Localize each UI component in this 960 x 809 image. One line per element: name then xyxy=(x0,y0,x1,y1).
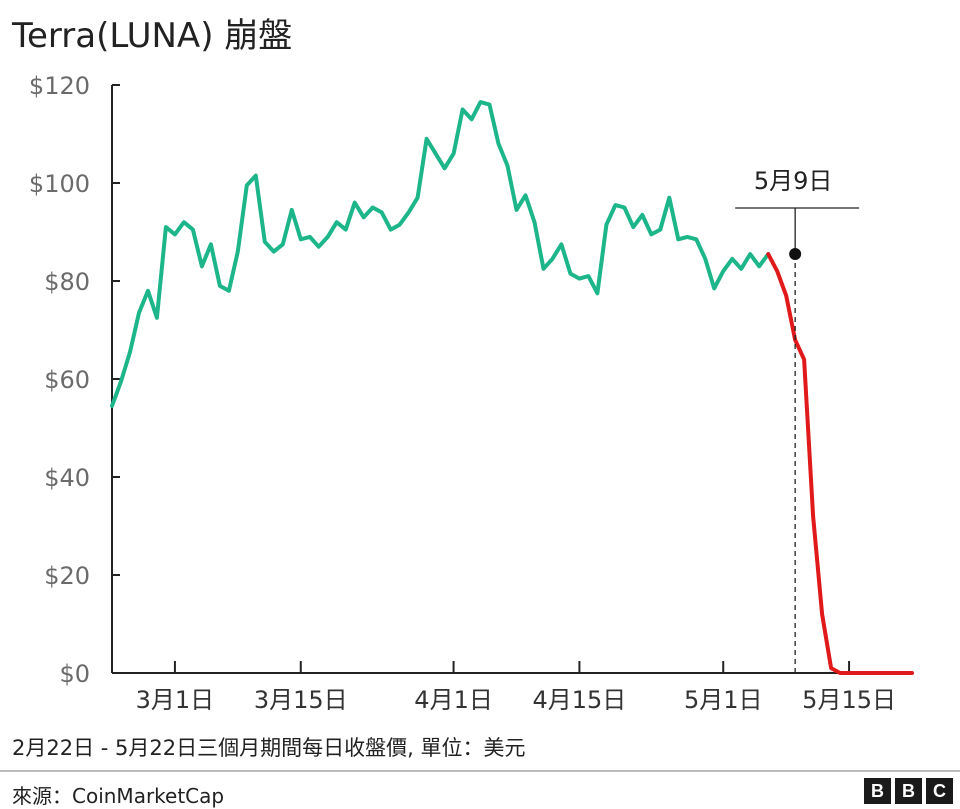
chart-plot: $0 $20 $40 $60 $80 $100 $120 3月1日 3月15日 4月1日 4月15… xyxy=(29,72,914,714)
chart-subtitle: 2月22日 - 5月22日三個月期間每日收盤價, 單位：美元 xyxy=(12,736,526,760)
source-note: 來源：CoinMarketCap xyxy=(12,784,225,808)
x-tick-label: 4月1日 xyxy=(414,686,493,714)
y-tick-label: $80 xyxy=(44,268,90,296)
logo-letter-b2: B xyxy=(895,778,922,804)
x-tick-label: 3月1日 xyxy=(136,686,215,714)
annotation-label: 5月9日 xyxy=(754,167,833,195)
x-tick-label: 4月15日 xyxy=(533,686,627,714)
annotation-marker xyxy=(789,248,802,261)
y-axis: $0 $20 $40 $60 $80 $100 $120 xyxy=(29,72,120,688)
y-tick-label: $20 xyxy=(44,562,90,590)
y-tick-label: $40 xyxy=(44,464,90,492)
logo-letter-c: C xyxy=(926,778,953,804)
footer-divider xyxy=(0,770,960,772)
y-tick-label: $120 xyxy=(29,72,90,100)
y-tick-label: $100 xyxy=(29,170,90,198)
y-tick-label: $0 xyxy=(59,660,90,688)
series-layer xyxy=(110,100,914,675)
y-tick-label: $60 xyxy=(44,366,90,394)
x-tick-label: 5月15日 xyxy=(802,686,896,714)
x-axis: 3月1日 3月15日 4月1日 4月15日 5月1日 5月15日 xyxy=(112,661,912,714)
x-tick-label: 3月15日 xyxy=(254,686,348,714)
x-tick-label: 5月1日 xyxy=(684,686,763,714)
price-line-crash xyxy=(766,252,914,675)
price-line-normal xyxy=(110,100,771,408)
logo-letter-b1: B xyxy=(864,778,891,804)
chart-title: Terra(LUNA) 崩盤 xyxy=(12,16,293,56)
bbc-logo: B B C xyxy=(864,778,953,804)
annotation-layer: 5月9日 xyxy=(735,167,860,673)
